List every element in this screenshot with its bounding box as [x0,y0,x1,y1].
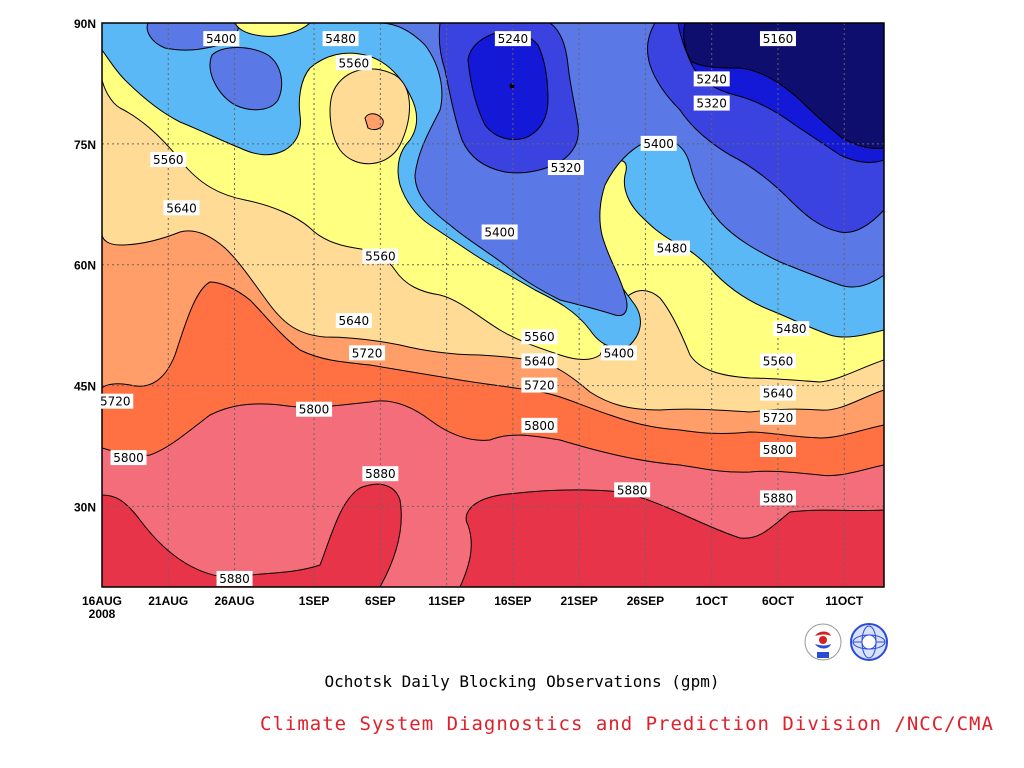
x-tick-label: 6SEP [365,594,396,608]
svg-text:5240: 5240 [696,72,727,86]
svg-text:5560: 5560 [763,354,794,368]
contour-label: 5880 [759,490,796,506]
svg-text:5880: 5880 [617,483,648,497]
svg-text:5800: 5800 [299,403,330,417]
contour-label: 5640 [759,385,796,401]
svg-text:5320: 5320 [551,161,582,175]
svg-text:5720: 5720 [524,379,555,393]
svg-text:5640: 5640 [524,354,555,368]
contour-label: 5800 [296,401,333,417]
svg-text:5560: 5560 [339,56,370,70]
svg-text:5800: 5800 [524,419,555,433]
svg-text:5480: 5480 [325,32,356,46]
strip-5480-top [234,23,311,37]
plot-frame [101,22,885,588]
x-tick-label: 26AUG [215,594,255,608]
logos [804,623,888,661]
band-lt5160 [683,23,884,149]
svg-text:5400: 5400 [206,32,237,46]
y-tick-label: 45N [74,380,96,394]
contour-label: 5160 [759,31,796,47]
contour-label: 5560 [521,329,558,345]
contour-label: 5560 [759,353,796,369]
svg-text:5720: 5720 [352,346,383,360]
island-5400-north [209,47,283,111]
contour-label: 5480 [322,31,359,47]
contour-label: 5400 [481,224,518,240]
contour-label: 5640 [335,313,372,329]
contour-label: 5720 [521,377,558,393]
svg-text:5720: 5720 [100,395,131,409]
contour-label: 5720 [97,393,134,409]
y-tick-label: 60N [74,259,96,273]
contour-label: 5320 [547,160,584,176]
chart-title: Ochotsk Daily Blocking Observations (gpm… [324,672,720,691]
contour-label: 5880 [216,570,253,586]
x-tick-label: 21SEP [560,594,597,608]
svg-text:5880: 5880 [219,572,250,586]
contour-label: 5480 [773,321,810,337]
svg-text:5400: 5400 [643,137,674,151]
svg-text:5720: 5720 [763,411,794,425]
svg-text:5560: 5560 [365,250,396,264]
svg-text:5480: 5480 [776,322,807,336]
island-5640 [364,113,384,131]
x-tick-label: 16AUG 2008 [82,594,122,621]
svg-text:5560: 5560 [153,153,184,167]
x-tick-label: 1OCT [696,594,729,608]
svg-text:5800: 5800 [113,451,144,465]
svg-text:5880: 5880 [365,467,396,481]
contour-label: 5400 [203,31,240,47]
ncc-logo-icon [850,623,888,661]
svg-text:5640: 5640 [339,314,370,328]
contour-label: 5560 [362,248,399,264]
x-tick-label: 16SEP [494,594,531,608]
contour-label: 5560 [335,55,372,71]
contour-label: 5640 [163,200,200,216]
svg-text:5880: 5880 [763,491,794,505]
contour-label: 5400 [640,135,677,151]
svg-text:5320: 5320 [696,97,727,111]
svg-text:5800: 5800 [763,443,794,457]
contour-label: 5240 [693,71,730,87]
contour-label: 5640 [521,353,558,369]
contour-label: 5240 [494,31,531,47]
credit-line: Climate System Diagnostics and Predictio… [260,713,994,735]
contour-label: 5880 [362,466,399,482]
y-tick-label: 75N [74,138,96,152]
x-tick-label: 11SEP [428,594,465,608]
contour-label: 5800 [521,417,558,433]
contour-label: 5720 [349,345,386,361]
contour-label: 5720 [759,409,796,425]
svg-text:5560: 5560 [524,330,555,344]
x-tick-label: 26SEP [627,594,664,608]
contour-label: 5800 [110,450,147,466]
svg-text:5160: 5160 [763,32,794,46]
svg-text:5640: 5640 [763,387,794,401]
x-tick-label: 1SEP [299,594,330,608]
x-tick-label: 11OCT [825,594,864,608]
svg-text:5400: 5400 [484,225,515,239]
contour-label: 5800 [759,442,796,458]
contour-label: 5880 [614,482,651,498]
contour-label: 5320 [693,95,730,111]
svg-text:5240: 5240 [498,32,529,46]
bcc-logo-icon [804,623,842,661]
x-tick-label: 6OCT [762,594,795,608]
contour-label: 5400 [600,345,637,361]
svg-text:5640: 5640 [166,201,197,215]
svg-text:5400: 5400 [604,346,635,360]
y-tick-label: 30N [74,500,96,514]
x-tick-label: 21AUG [148,594,188,608]
contour-label: 5560 [150,151,187,167]
low-center-marker [509,83,515,89]
svg-text:5480: 5480 [657,242,688,256]
contour-label: 5480 [653,240,690,256]
y-tick-label: 90N [74,17,96,31]
